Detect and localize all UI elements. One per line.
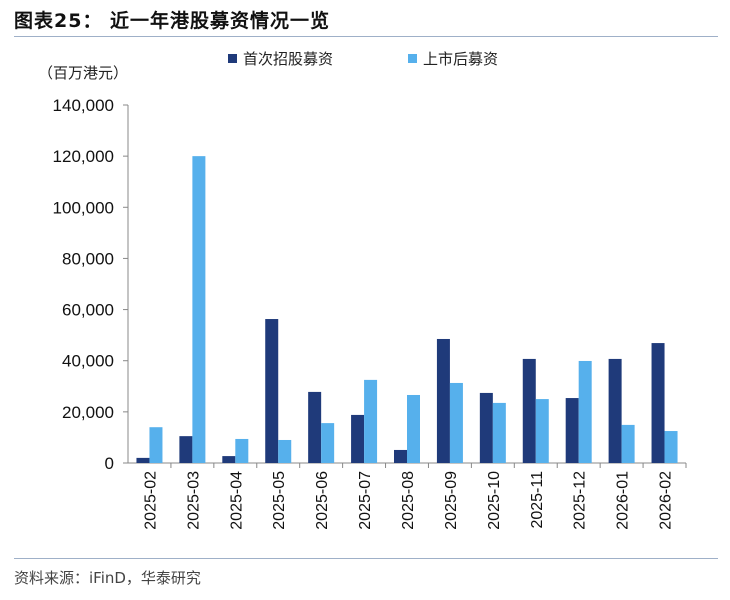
- bar-followon-2025-03: [192, 156, 206, 463]
- bar-ipo-2025-11: [522, 358, 536, 463]
- legend-swatch: [408, 54, 417, 63]
- y-tick-label: 120,000: [53, 147, 114, 166]
- y-tick-label: 20,000: [62, 403, 114, 422]
- bar-followon-2025-08: [407, 394, 420, 463]
- bar-followon-2025-12: [578, 360, 592, 463]
- bar-ipo-2026-01: [608, 358, 622, 463]
- chart-title: 图表25： 近一年港股募资情况一览: [14, 10, 331, 32]
- bar-ipo-2025-06: [308, 391, 322, 463]
- bar-ipo-2025-07: [351, 414, 365, 463]
- x-tick-label: 2025-08: [400, 471, 417, 530]
- bar-ipo-2025-09: [436, 338, 450, 463]
- x-tick-label: 2025-05: [271, 471, 288, 530]
- y-axis-unit: （百万港元）: [38, 64, 129, 82]
- y-tick-label: 40,000: [62, 352, 114, 371]
- y-tick-label: 60,000: [62, 301, 114, 320]
- bar-ipo-2025-02: [136, 457, 150, 463]
- x-tick-label: 2025-02: [142, 471, 159, 530]
- bar-ipo-2025-08: [394, 449, 407, 463]
- x-tick-label: 2026-01: [615, 471, 632, 530]
- y-tick-label: 100,000: [53, 198, 114, 217]
- x-tick-label: 2025-03: [185, 471, 202, 530]
- bar-followon-2025-11: [535, 399, 549, 463]
- legend-item-followon: 上市后募资: [408, 48, 498, 69]
- bar-ipo-2025-03: [179, 436, 193, 463]
- x-tick-label: 2025-12: [572, 471, 589, 530]
- x-tick-label: 2025-11: [529, 471, 546, 529]
- y-tick-label: 80,000: [62, 249, 114, 268]
- bar-followon-2025-09: [449, 382, 463, 463]
- legend-label: 首次招股募资: [243, 50, 334, 68]
- legend-item-ipo: 首次招股募资: [228, 48, 333, 69]
- bar-followon-2026-01: [621, 424, 635, 463]
- bar-ipo-2025-12: [565, 398, 579, 463]
- bottom-divider: [14, 558, 718, 559]
- bar-ipo-2025-04: [222, 456, 236, 463]
- bar-followon-2025-02: [149, 427, 163, 463]
- x-tick-label: 2025-07: [357, 471, 374, 530]
- x-tick-label: 2025-04: [228, 471, 245, 530]
- y-tick-label: 140,000: [53, 96, 114, 115]
- bar-followon-2025-05: [278, 439, 292, 463]
- bar-followon-2026-02: [664, 431, 678, 463]
- x-tick-label: 2025-06: [314, 471, 331, 530]
- bar-followon-2025-10: [492, 402, 506, 463]
- bar-ipo-2025-10: [479, 392, 493, 463]
- bar-followon-2025-06: [321, 423, 335, 463]
- bar-ipo-2025-05: [265, 319, 279, 463]
- bar-followon-2025-04: [235, 438, 249, 463]
- legend-label: 上市后募资: [423, 50, 499, 68]
- x-tick-label: 2026-02: [658, 471, 675, 530]
- bar-ipo-2026-02: [651, 343, 665, 463]
- legend-swatch: [228, 54, 237, 63]
- y-tick-label: 0: [105, 454, 114, 473]
- x-tick-label: 2025-09: [443, 471, 460, 530]
- bar-followon-2025-07: [364, 379, 378, 463]
- x-tick-label: 2025-10: [486, 471, 503, 530]
- top-divider: [14, 36, 718, 37]
- source-note: 资料来源：iFinD，华泰研究: [14, 569, 201, 587]
